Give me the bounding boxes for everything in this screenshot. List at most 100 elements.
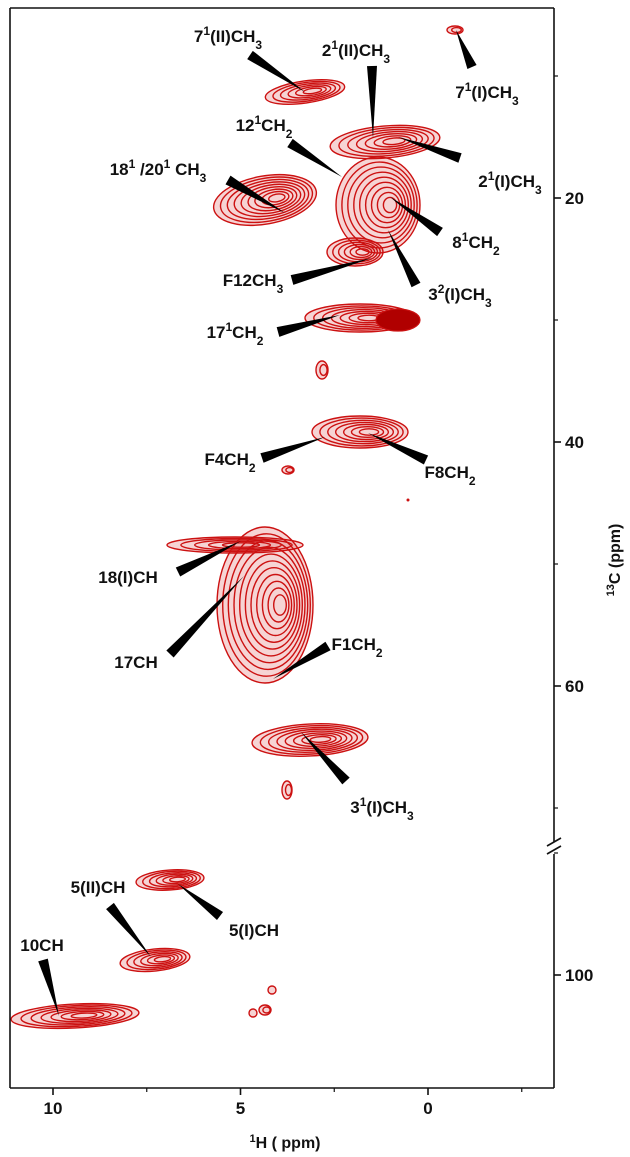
label-subscript: 2	[249, 461, 256, 475]
label-subscript: 2	[286, 127, 293, 141]
contour-line	[50, 1009, 112, 1023]
label-superscript: 1	[129, 157, 136, 171]
callout-pointer	[388, 230, 421, 288]
contour-line	[140, 952, 179, 967]
label-text: F1CH	[331, 635, 375, 654]
contour-line	[382, 196, 398, 214]
contour-line	[355, 248, 370, 256]
callout-pointer	[398, 137, 462, 163]
contour-line	[146, 954, 176, 965]
label-text: CH	[261, 116, 286, 135]
contour-line	[350, 425, 385, 439]
contour-line	[267, 726, 359, 753]
label-text: 7	[455, 83, 464, 102]
contour-cluster	[281, 780, 293, 800]
contour-line	[60, 1010, 105, 1021]
contour-cluster	[119, 947, 191, 973]
contour-line	[332, 239, 381, 265]
contour-line	[302, 87, 323, 95]
label-text: CH	[468, 233, 493, 252]
peak-label: 21(II)CH3	[322, 38, 390, 66]
peak-callouts	[38, 30, 477, 1016]
label-superscript: 1	[203, 24, 210, 38]
contour-line	[279, 82, 337, 101]
contour-dot	[406, 498, 410, 502]
contour-line	[359, 176, 409, 234]
x-axis-title-text: H ( ppm)	[256, 1135, 321, 1152]
contour-line	[240, 183, 302, 215]
callout-pointer	[247, 50, 305, 92]
contour-line	[267, 587, 290, 623]
contour-line	[309, 735, 332, 743]
axis-break-mark	[546, 845, 562, 855]
contour-line	[126, 949, 187, 971]
contour-line	[133, 951, 183, 969]
contour-line	[168, 876, 186, 883]
label-text: 17CH	[114, 653, 157, 672]
peak-label: 10CH	[20, 936, 63, 955]
contour-line	[358, 428, 380, 436]
label-text: (II)CH	[338, 41, 383, 60]
contour-line	[343, 243, 376, 261]
label-text: 7	[194, 27, 203, 46]
label-text: (I)CH	[366, 798, 407, 817]
label-subscript: 3	[383, 52, 390, 66]
callout-pointer	[456, 30, 477, 69]
contour-cluster	[267, 985, 277, 995]
peak-label: 81CH2	[452, 230, 500, 258]
callout-pointer	[390, 197, 443, 237]
contour-line	[153, 955, 172, 963]
contour-line	[364, 132, 418, 150]
contour-cluster	[248, 1008, 258, 1018]
y-axis-title-isotope: 13	[605, 584, 617, 596]
contour-line	[373, 135, 412, 148]
plot-frame	[9, 7, 562, 1089]
contour-line	[233, 546, 306, 664]
contour-cluster	[258, 1004, 272, 1016]
label-subscript: 3	[485, 296, 492, 310]
peak-label: 31(I)CH3	[350, 795, 414, 823]
contour-line	[342, 423, 390, 441]
peak-label: 71(II)CH3	[194, 24, 262, 52]
label-text: 17	[207, 323, 226, 342]
callout-pointer	[38, 958, 59, 1016]
label-text: 2	[322, 41, 331, 60]
contour-line	[347, 166, 415, 244]
peak-label: F4CH2	[204, 450, 255, 475]
contour-line	[180, 537, 293, 553]
peak-label: 181 /201 CH3	[110, 157, 207, 185]
contour-line	[315, 360, 329, 380]
contour-line	[353, 171, 412, 239]
label-text: F12CH	[223, 271, 277, 290]
x-axis-title: 1H ( ppm)	[250, 1133, 321, 1152]
callout-pointer	[301, 732, 350, 785]
contour-cluster	[251, 723, 369, 757]
contour-line	[382, 137, 406, 146]
label-text: F8CH	[424, 463, 468, 482]
contour-line	[70, 1012, 98, 1019]
label-text: 3	[428, 285, 437, 304]
label-text: 5(II)CH	[71, 878, 126, 897]
peak-label: 17CH	[114, 653, 157, 672]
callout-pointer	[276, 315, 340, 337]
x-tick-label: 0	[423, 1099, 432, 1118]
peak-label: F8CH2	[424, 463, 475, 488]
label-superscript: 1	[462, 230, 469, 244]
callout-pointer	[290, 258, 372, 285]
contour-line	[376, 191, 401, 219]
peak-label: 32(I)CH3	[428, 282, 492, 310]
contour-line	[256, 573, 295, 637]
peak-label: 5(II)CH	[71, 878, 126, 897]
label-text: 3	[350, 798, 359, 817]
contour-line	[276, 728, 353, 752]
contour-line	[319, 363, 328, 377]
contour-line	[155, 873, 194, 886]
contour-line	[148, 872, 198, 888]
contour-line	[355, 130, 424, 153]
contour-line	[335, 421, 394, 443]
x-tick-label: 5	[236, 1099, 245, 1118]
label-superscript: 1	[225, 320, 232, 334]
peak-label: 18(I)CH	[98, 568, 158, 587]
label-subscript: 3	[255, 38, 262, 52]
